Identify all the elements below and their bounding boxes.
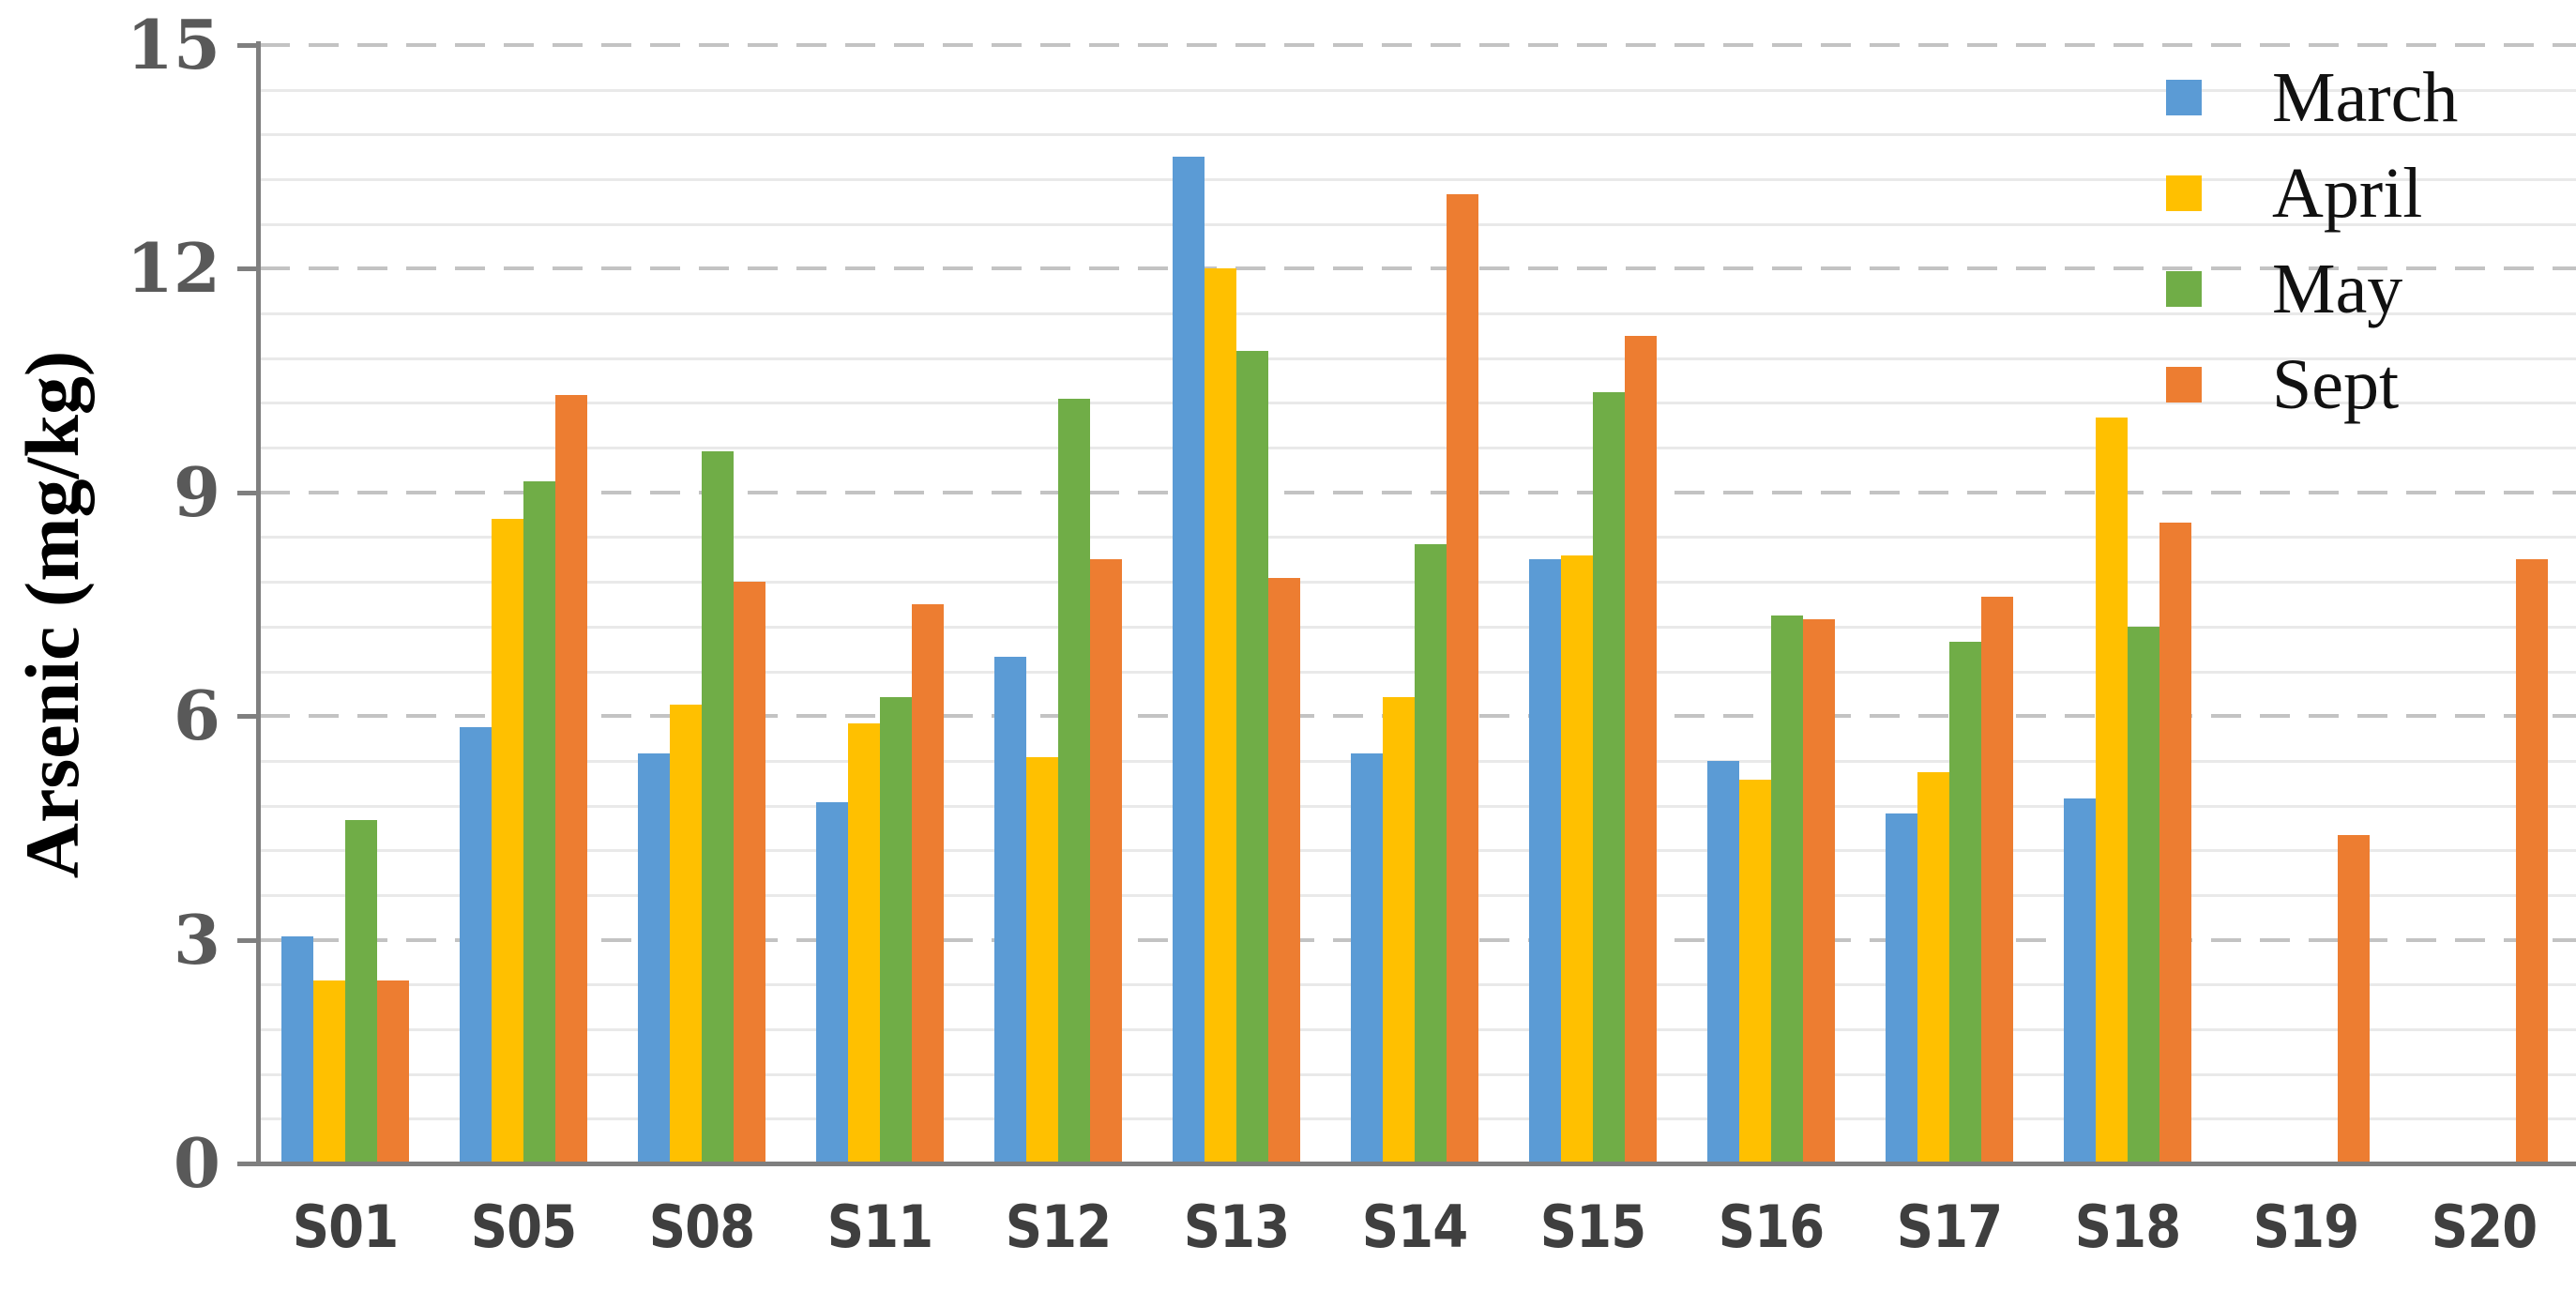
y-tick-mark — [237, 43, 260, 48]
bar-S12-April — [1026, 757, 1058, 1163]
x-tick-label-S17: S17 — [1896, 1193, 2003, 1261]
x-tick-label-S05: S05 — [470, 1193, 577, 1261]
bar-S17-May — [1949, 642, 1981, 1163]
x-tick-label-S15: S15 — [1539, 1193, 1646, 1261]
bar-S05-March — [460, 727, 492, 1163]
y-tick-label: 15 — [126, 5, 220, 84]
minor-gridline — [260, 357, 2576, 360]
bar-S14-March — [1351, 753, 1383, 1163]
bar-S13-March — [1173, 157, 1205, 1163]
minor-gridline — [260, 536, 2576, 540]
y-tick-mark — [237, 490, 260, 495]
minor-gridline — [260, 133, 2576, 137]
legend-label-April: April — [2272, 154, 2423, 233]
bar-S01-March — [281, 936, 313, 1163]
bar-S14-April — [1383, 697, 1415, 1163]
bar-S01-April — [313, 980, 345, 1163]
bar-S12-March — [994, 657, 1026, 1163]
bar-S17-March — [1886, 813, 1917, 1163]
bar-S18-April — [2096, 418, 2128, 1163]
y-tick-label: 0 — [173, 1123, 220, 1203]
bar-S17-April — [1917, 772, 1949, 1163]
legend-swatch-Sept — [2166, 367, 2202, 403]
legend-label-March: March — [2272, 58, 2459, 137]
bar-S05-Sept — [555, 395, 587, 1163]
x-tick-label-S14: S14 — [1361, 1193, 1468, 1261]
bar-S12-Sept — [1090, 559, 1122, 1163]
legend-swatch-March — [2166, 80, 2202, 115]
y-axis-title: Arsenic (mg/kg) — [9, 350, 95, 879]
bar-S16-May — [1771, 616, 1803, 1163]
legend-swatch-May — [2166, 271, 2202, 307]
minor-gridline — [260, 447, 2576, 450]
x-tick-label-S20: S20 — [2431, 1193, 2538, 1261]
y-tick-mark — [237, 937, 260, 943]
bar-S16-March — [1707, 761, 1739, 1163]
bar-S11-Sept — [912, 604, 944, 1163]
x-tick-label-S12: S12 — [1005, 1193, 1112, 1261]
x-tick-label-S16: S16 — [1718, 1193, 1825, 1261]
minor-gridline — [260, 88, 2576, 92]
bar-S12-May — [1058, 399, 1090, 1163]
y-tick-mark — [237, 266, 260, 272]
y-axis-line — [256, 41, 261, 1166]
minor-gridline — [260, 178, 2576, 182]
bar-S08-April — [670, 705, 702, 1163]
bar-S01-Sept — [377, 980, 409, 1163]
y-tick-mark — [237, 714, 260, 720]
bar-S05-May — [523, 481, 555, 1163]
bar-S05-April — [492, 519, 523, 1163]
x-tick-label-S18: S18 — [2074, 1193, 2181, 1261]
bar-S17-Sept — [1981, 597, 2013, 1163]
bar-S01-May — [345, 820, 377, 1163]
x-tick-label-S19: S19 — [2252, 1193, 2359, 1261]
major-gridline — [260, 43, 2576, 47]
bar-S14-May — [1415, 544, 1447, 1163]
bar-S13-May — [1236, 351, 1268, 1163]
major-gridline — [260, 490, 2576, 494]
legend-swatch-April — [2166, 175, 2202, 211]
bar-S20-Sept — [2516, 559, 2548, 1163]
bar-S13-Sept — [1268, 578, 1300, 1163]
x-tick-label-S08: S08 — [648, 1193, 755, 1261]
y-tick-label: 9 — [173, 451, 220, 532]
bar-S19-Sept — [2338, 835, 2370, 1163]
bar-S08-March — [638, 753, 670, 1163]
bar-S11-April — [848, 723, 880, 1163]
bar-S16-April — [1739, 780, 1771, 1163]
y-tick-label: 12 — [126, 228, 220, 309]
legend-label-May: May — [2272, 250, 2403, 328]
bar-S11-May — [880, 697, 912, 1163]
bar-S08-May — [702, 451, 734, 1163]
bar-S15-Sept — [1625, 336, 1657, 1163]
x-tick-label-S13: S13 — [1183, 1193, 1290, 1261]
bar-S14-Sept — [1447, 194, 1478, 1163]
y-tick-label: 6 — [173, 676, 220, 756]
legend-label-Sept: Sept — [2272, 345, 2400, 424]
bar-S18-Sept — [2159, 523, 2191, 1163]
x-axis-line — [237, 1162, 2576, 1166]
minor-gridline — [260, 222, 2576, 226]
bar-S15-March — [1529, 559, 1561, 1163]
bar-S11-March — [816, 802, 848, 1163]
bar-S18-May — [2128, 627, 2159, 1163]
bar-S15-April — [1561, 555, 1593, 1163]
bar-S16-Sept — [1803, 619, 1835, 1163]
y-tick-label: 3 — [173, 899, 220, 980]
minor-gridline — [260, 312, 2576, 316]
x-tick-label-S01: S01 — [292, 1193, 399, 1261]
bar-S15-May — [1593, 392, 1625, 1163]
bar-S08-Sept — [734, 582, 765, 1163]
bar-S13-April — [1205, 268, 1236, 1163]
x-tick-label-S11: S11 — [826, 1193, 933, 1261]
bar-S18-March — [2064, 798, 2096, 1163]
major-gridline — [260, 266, 2576, 271]
minor-gridline — [260, 402, 2576, 405]
